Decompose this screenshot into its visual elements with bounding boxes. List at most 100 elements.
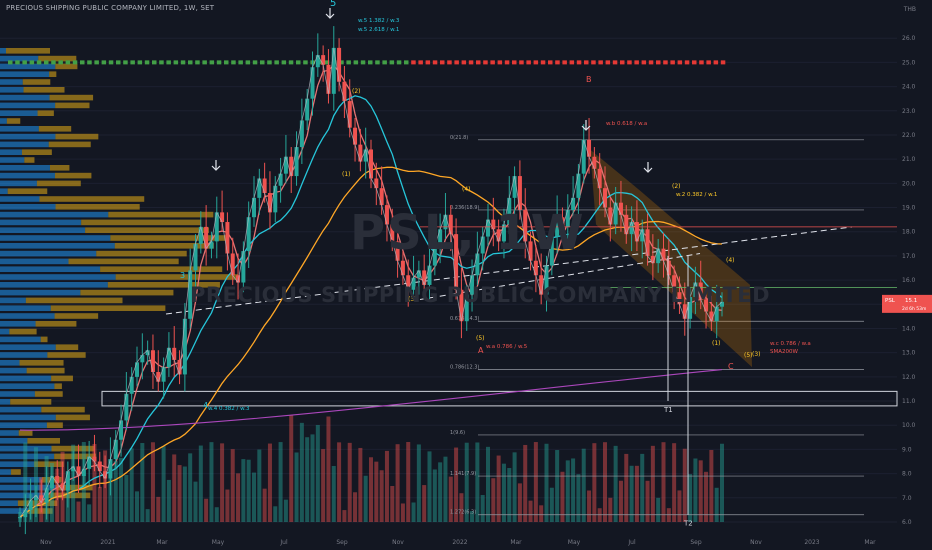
candle-body bbox=[443, 214, 448, 230]
volume-profile-bar-down bbox=[80, 289, 174, 296]
signal-dot bbox=[324, 60, 330, 65]
signal-dot bbox=[382, 60, 387, 65]
volume-bar bbox=[475, 442, 480, 522]
candle-body bbox=[267, 193, 272, 213]
volume-bar bbox=[140, 443, 145, 522]
volume-profile-bar-up bbox=[0, 118, 7, 124]
candle-body bbox=[704, 299, 709, 312]
volume-profile-bar-up bbox=[0, 445, 52, 452]
volume-profile-bar-down bbox=[55, 204, 140, 210]
volume-profile-bar-up bbox=[0, 399, 11, 405]
candle-body bbox=[448, 214, 453, 235]
candle-body bbox=[236, 275, 241, 283]
volume-bar bbox=[310, 434, 315, 522]
candle-body bbox=[406, 275, 411, 290]
volume-bar bbox=[709, 449, 714, 522]
time-tick-label: Mar bbox=[156, 539, 168, 546]
volume-profile-bar-up bbox=[0, 313, 55, 319]
candle-body bbox=[528, 241, 533, 261]
candle-body bbox=[257, 178, 262, 198]
candle-body bbox=[337, 47, 342, 82]
candle-body bbox=[103, 471, 108, 479]
volume-profile-bar-up bbox=[0, 180, 37, 187]
candle-body bbox=[289, 156, 294, 177]
watermark-ticker: PSL, 1W bbox=[350, 205, 586, 261]
signal-dot bbox=[144, 60, 150, 65]
candle-body bbox=[326, 64, 331, 94]
signal-dot bbox=[346, 60, 351, 65]
annotation-note: SMA200W bbox=[770, 349, 798, 355]
candle-body bbox=[486, 219, 490, 237]
candle-body bbox=[517, 176, 522, 210]
candle-body bbox=[470, 275, 475, 295]
volume-bar bbox=[720, 443, 724, 522]
signal-dot bbox=[663, 60, 668, 65]
candle-body bbox=[650, 255, 655, 264]
volume-profile-bar-down bbox=[10, 399, 52, 405]
volume-bar bbox=[422, 485, 427, 522]
signal-dot bbox=[15, 60, 20, 65]
volume-profile-bar-up bbox=[0, 172, 55, 179]
candle-body bbox=[182, 318, 187, 375]
volume-bar bbox=[161, 446, 166, 522]
volume-bar bbox=[555, 450, 560, 522]
candle-body bbox=[672, 275, 677, 293]
volume-bar bbox=[379, 470, 384, 522]
volume-bar bbox=[688, 474, 693, 522]
volume-bar bbox=[209, 442, 214, 522]
down-arrow-icon bbox=[325, 8, 335, 19]
volume-bar bbox=[549, 487, 554, 522]
volume-bar bbox=[257, 449, 262, 522]
volume-profile-bar-down bbox=[19, 360, 64, 366]
candle-body bbox=[581, 139, 586, 174]
signal-dot bbox=[562, 60, 567, 65]
down-arrow-icon bbox=[581, 120, 591, 131]
volume-profile-bar-up bbox=[0, 500, 18, 506]
volume-bar bbox=[698, 460, 703, 522]
candle-body bbox=[666, 260, 671, 276]
annotation-note: w.c 0.786 / w.a bbox=[770, 341, 811, 347]
volume-profile-bar-down bbox=[55, 102, 90, 109]
close-price-line bbox=[19, 47, 723, 518]
signal-dot bbox=[260, 60, 265, 65]
candle-body bbox=[209, 241, 214, 249]
volume-profile-bar-up bbox=[0, 422, 47, 428]
wave-label: (3) bbox=[408, 296, 417, 303]
volume-bar bbox=[629, 465, 634, 522]
volume-bar bbox=[624, 453, 629, 522]
volume-bar bbox=[560, 471, 565, 522]
volume-profile-bar-down bbox=[34, 391, 63, 397]
candle-body bbox=[60, 483, 65, 491]
volume-bar bbox=[353, 492, 358, 522]
price-tick-label: 7.0 bbox=[902, 495, 912, 502]
last-price-symbol: PSL bbox=[885, 298, 896, 304]
volume-profile-bar-down bbox=[34, 461, 64, 467]
volume-profile-bar-down bbox=[18, 430, 33, 436]
volume-bar bbox=[501, 463, 506, 522]
signal-dot bbox=[166, 60, 171, 65]
candle-body bbox=[294, 147, 299, 177]
volume-bar bbox=[411, 502, 416, 522]
candle-body bbox=[640, 229, 645, 242]
signal-dot bbox=[720, 60, 726, 65]
volume-bar bbox=[528, 500, 533, 522]
volume-profile-bar-down bbox=[107, 282, 220, 288]
wave-label: 4 bbox=[203, 401, 208, 410]
volume-profile-bar-up bbox=[0, 204, 56, 210]
volume-profile-bar-up bbox=[0, 375, 52, 382]
volume-bar bbox=[33, 447, 38, 522]
volume-profile-bar-up bbox=[0, 508, 29, 514]
candle-body bbox=[172, 347, 177, 360]
volume-profile-bar-up bbox=[0, 157, 25, 163]
candle-body bbox=[193, 243, 198, 271]
volume-profile-bar-up bbox=[0, 63, 56, 70]
signal-dot bbox=[620, 60, 625, 65]
candle-body bbox=[618, 202, 623, 215]
volume-bar bbox=[390, 486, 395, 522]
signal-dot bbox=[591, 60, 596, 65]
candle-body bbox=[305, 98, 310, 121]
signal-dot bbox=[231, 60, 236, 65]
volume-bar bbox=[113, 461, 118, 522]
volume-profile-bar-up bbox=[0, 133, 56, 140]
